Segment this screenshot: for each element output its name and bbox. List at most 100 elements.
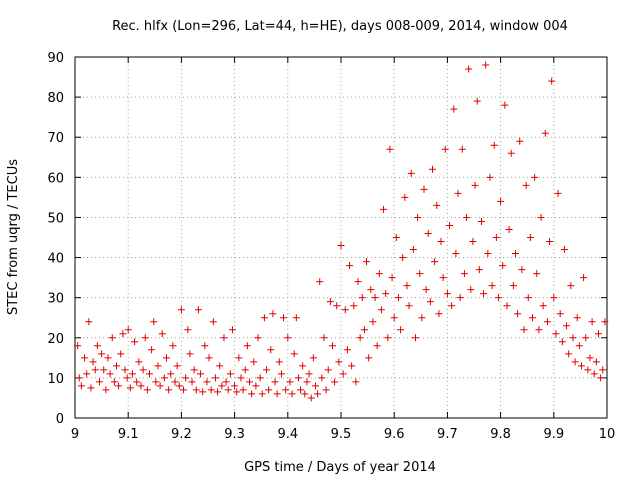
y-tick-label: 80	[47, 91, 64, 106]
data-point	[501, 101, 509, 109]
data-point	[518, 266, 526, 274]
data-point	[386, 145, 394, 153]
data-point	[492, 234, 500, 241]
y-tick-label: 0	[56, 412, 64, 427]
data-point	[377, 306, 385, 314]
data-point	[388, 274, 396, 282]
data-point	[139, 366, 147, 374]
data-point	[322, 386, 330, 394]
x-tick-label: 10	[599, 427, 616, 442]
data-point	[152, 378, 160, 386]
data-point	[548, 77, 556, 85]
y-tick-label: 30	[47, 292, 64, 307]
data-point	[297, 386, 305, 394]
data-point	[282, 386, 290, 394]
data-point	[148, 346, 156, 354]
data-point	[328, 342, 336, 350]
data-point	[537, 213, 545, 221]
data-point	[558, 338, 566, 346]
data-point	[424, 229, 432, 237]
data-point	[224, 386, 232, 394]
data-point	[541, 129, 549, 137]
x-tick-label: 9.7	[437, 427, 458, 442]
data-point	[177, 306, 185, 314]
data-point	[237, 374, 245, 382]
data-point	[211, 374, 219, 382]
data-point	[486, 173, 494, 181]
data-point	[260, 314, 268, 322]
data-point	[75, 374, 83, 382]
data-point	[228, 326, 236, 334]
data-point	[409, 246, 417, 254]
data-point	[480, 290, 488, 298]
data-point	[567, 282, 575, 290]
data-point	[106, 370, 114, 378]
data-point	[439, 274, 447, 282]
data-point	[339, 370, 347, 378]
y-tick-label: 50	[47, 211, 64, 226]
data-point	[477, 217, 485, 225]
data-point	[74, 342, 82, 350]
data-point	[280, 314, 288, 322]
data-point	[252, 382, 260, 390]
data-point	[509, 282, 517, 290]
data-point	[337, 242, 345, 250]
data-point	[592, 358, 600, 366]
data-point	[110, 378, 118, 386]
data-point	[119, 330, 127, 338]
data-point	[81, 354, 89, 362]
data-point	[571, 358, 579, 366]
data-point	[117, 350, 125, 358]
data-point	[286, 378, 294, 386]
data-point	[573, 314, 581, 322]
y-axis-label: STEC from uqrg / TECUs	[6, 159, 21, 315]
data-point	[563, 322, 571, 330]
data-point	[599, 366, 607, 374]
data-point	[205, 354, 213, 362]
data-point	[363, 258, 371, 266]
data-point	[597, 374, 605, 382]
data-point	[416, 270, 424, 278]
data-point	[384, 334, 392, 342]
data-points	[74, 61, 609, 402]
data-point	[143, 386, 151, 394]
data-point	[448, 302, 456, 310]
data-point	[556, 310, 564, 318]
x-tick-label: 9.1	[118, 427, 139, 442]
data-point	[535, 326, 543, 334]
data-point	[429, 165, 437, 173]
data-point	[394, 294, 402, 302]
data-point	[546, 238, 554, 246]
data-point	[520, 326, 528, 334]
data-point	[375, 270, 383, 278]
data-point	[233, 388, 241, 396]
data-point	[584, 366, 592, 374]
data-point	[569, 334, 577, 342]
data-point	[104, 354, 112, 362]
x-axis-label: GPS time / Days of year 2014	[244, 460, 436, 475]
data-point	[169, 342, 177, 350]
data-point	[452, 250, 460, 258]
data-point	[186, 350, 194, 358]
data-point	[443, 290, 451, 298]
data-point	[503, 302, 511, 310]
data-point	[318, 374, 326, 382]
data-point	[335, 358, 343, 366]
data-point	[467, 286, 475, 294]
data-point	[554, 189, 562, 197]
data-point	[411, 334, 419, 342]
data-point	[588, 318, 596, 326]
chart-title: Rec. hlfx (Lon=296, Lat=44, h=HE), days …	[112, 19, 568, 34]
data-point	[594, 330, 602, 338]
data-point	[160, 374, 168, 382]
y-tick-label: 70	[47, 131, 64, 146]
data-point	[115, 382, 123, 390]
data-point	[343, 346, 351, 354]
data-point	[458, 145, 466, 153]
data-point	[222, 378, 230, 386]
data-point	[267, 346, 275, 354]
data-point	[431, 258, 439, 266]
data-point	[171, 378, 179, 386]
data-point	[580, 274, 588, 282]
data-point	[218, 382, 226, 390]
